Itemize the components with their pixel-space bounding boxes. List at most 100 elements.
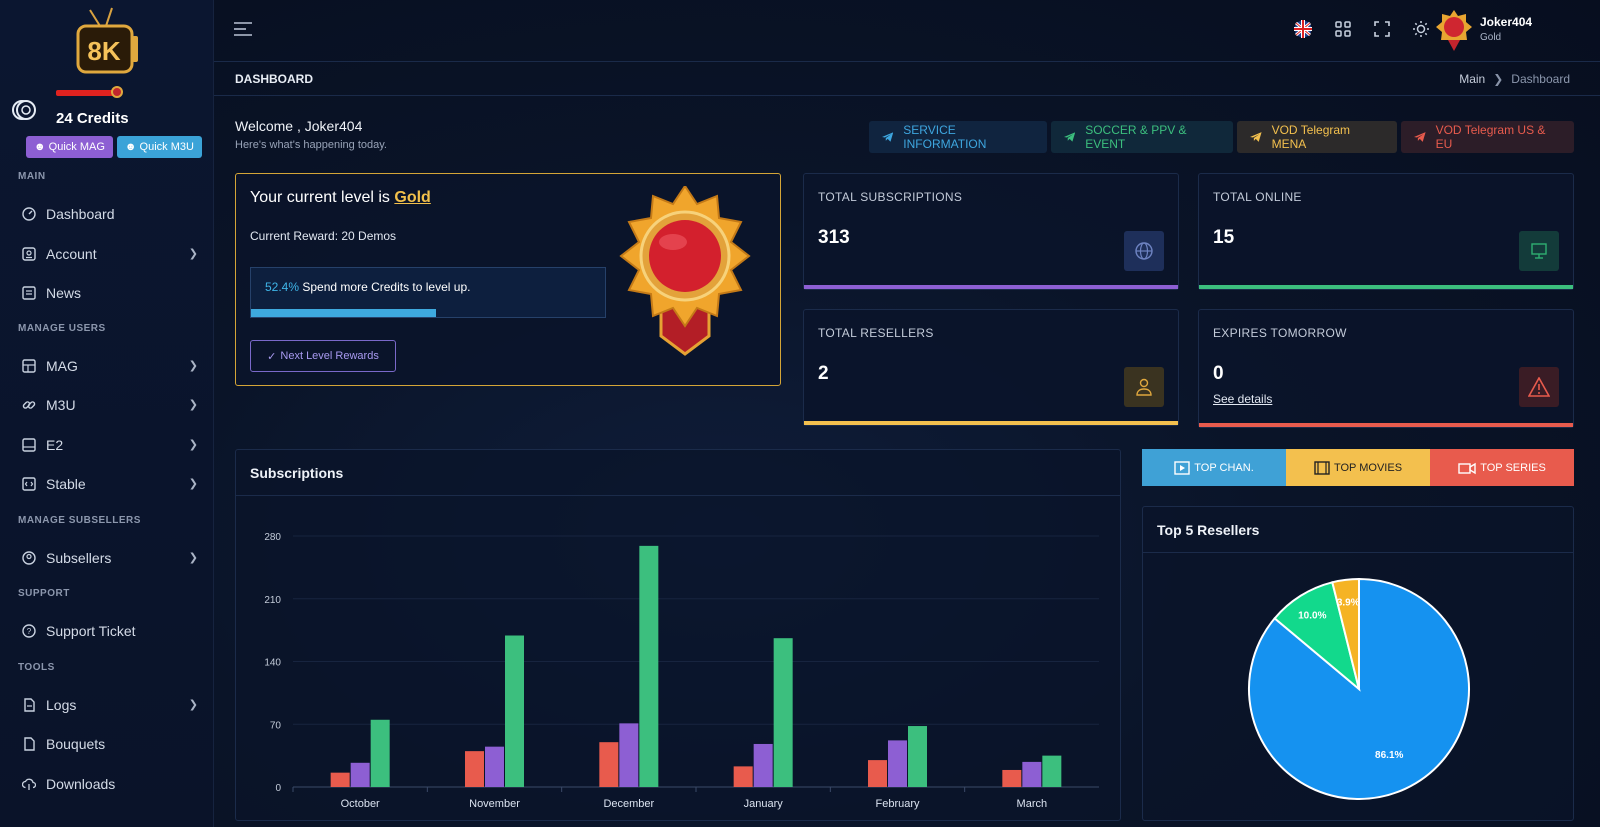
bar-new-february[interactable] (868, 760, 887, 787)
pie-label: 3.9% (1337, 598, 1360, 609)
sidebar-item-mag[interactable]: MAG ❯ (22, 355, 198, 377)
help-circle-icon: ? (22, 624, 36, 638)
sidebar-item-label: Dashboard (46, 206, 115, 222)
bar-new-december[interactable] (599, 742, 619, 787)
bar-demo-december[interactable] (639, 545, 659, 787)
bar-demo-february[interactable] (908, 726, 927, 787)
sidebar-item-downloads[interactable]: Downloads (22, 773, 198, 795)
sidebar-item-label: M3U (46, 397, 76, 413)
sidebar-item-dashboard[interactable]: Dashboard (22, 203, 198, 225)
fullscreen-icon[interactable] (1373, 20, 1391, 43)
divider (236, 495, 1120, 496)
bar-demo-november[interactable] (505, 635, 524, 787)
x-tick-label: February (875, 798, 920, 810)
flag-uk-icon[interactable] (1294, 20, 1312, 43)
bar-renew-february[interactable] (888, 740, 907, 787)
section-manage-users: MANAGE USERS (18, 323, 106, 334)
sidebar-item-label: Bouquets (46, 736, 106, 752)
chevron-right-icon: ❯ (1493, 72, 1504, 86)
quick-m3u-button[interactable]: ☻ Quick M3U (116, 136, 202, 158)
level-name[interactable]: Gold (394, 189, 431, 206)
bar-new-november[interactable] (465, 751, 484, 787)
bar-demo-march[interactable] (1042, 755, 1062, 787)
badge-icon (111, 86, 123, 98)
quick-mag-button[interactable]: ☻ Quick MAG (26, 136, 113, 158)
level-progress: 52.4% Spend more Credits to level up. (250, 267, 606, 318)
tab-top-series[interactable]: TOP SERIES (1430, 449, 1574, 486)
vod-telegram-mena-button[interactable]: VOD Telegram MENA (1237, 121, 1397, 153)
stat-expires-tomorrow: EXPIRES TOMORROW 0 See details (1198, 309, 1574, 428)
newspaper-icon (22, 286, 36, 300)
bar-renew-january[interactable] (753, 743, 773, 787)
sidebar-item-stable[interactable]: Stable ❯ (22, 473, 198, 495)
gold-medal-icon (617, 184, 753, 356)
breadcrumb-current: Dashboard (1511, 72, 1570, 86)
stat-value: 2 (818, 363, 829, 384)
panel-title: Subscriptions (250, 465, 344, 481)
bar-new-march[interactable] (1002, 769, 1022, 787)
bar-renew-december[interactable] (619, 723, 639, 787)
progress-text: 52.4% Spend more Credits to level up. (265, 280, 470, 294)
bar-renew-march[interactable] (1022, 761, 1042, 787)
chevron-right-icon: ❯ (188, 552, 198, 564)
theme-sun-icon[interactable] (1412, 20, 1430, 43)
pie-slice[interactable] (1331, 577, 1360, 690)
stat-total-online: TOTAL ONLINE 15 (1198, 173, 1574, 290)
brand-logo[interactable]: 8K (70, 6, 148, 84)
stat-value: 313 (818, 227, 850, 248)
sidebar-item-m3u[interactable]: M3U ❯ (22, 394, 198, 416)
breadcrumb-main[interactable]: Main (1459, 72, 1486, 86)
file-text-icon (22, 698, 36, 712)
vod-telegram-us-eu-button[interactable]: VOD Telegram US & EU (1401, 121, 1574, 153)
menu-toggle-icon[interactable] (234, 22, 252, 41)
top-resellers-panel: Top 5 Resellers 86.1% 10.0% 3.9% (1142, 506, 1574, 821)
sidebar-item-label: News (46, 285, 82, 301)
bar-new-october[interactable] (330, 772, 350, 787)
user-name: Joker404 (1480, 15, 1533, 29)
progress-bar (251, 309, 437, 317)
stat-label: EXPIRES TOMORROW (1213, 326, 1347, 340)
device-icon (22, 438, 36, 452)
stat-value: 15 (1213, 227, 1235, 248)
sidebar-item-subsellers[interactable]: Subsellers ❯ (22, 547, 198, 569)
button-label: Next Level Rewards (280, 350, 379, 362)
video-camera-icon (1458, 462, 1476, 474)
telegram-icon (1414, 132, 1426, 142)
next-level-rewards-button[interactable]: ✓ Next Level Rewards (250, 340, 396, 372)
sidebar-item-logs[interactable]: Logs ❯ (22, 694, 198, 716)
user-menu[interactable]: Joker404 Gold (1436, 10, 1586, 52)
id-card-icon (22, 247, 36, 261)
sidebar-item-label: MAG (46, 358, 78, 374)
y-tick-label: 280 (264, 532, 281, 543)
sidebar-item-label: Logs (46, 697, 77, 713)
sidebar-item-news[interactable]: News (22, 282, 198, 304)
chevron-right-icon: ❯ (188, 360, 198, 372)
service-information-button[interactable]: SERVICE INFORMATION (869, 121, 1047, 153)
stat-accent-bar (804, 285, 1178, 289)
y-tick-label: 70 (270, 720, 282, 731)
bar-renew-november[interactable] (485, 746, 504, 787)
top-content-tabs: TOP CHAN. TOP MOVIES TOP SERIES (1142, 449, 1574, 486)
sidebar-item-e2[interactable]: E2 ❯ (22, 434, 198, 456)
user-tie-icon (1124, 367, 1164, 407)
svg-text:?: ? (27, 627, 32, 636)
tab-label: TOP SERIES (1480, 461, 1546, 474)
sidebar-item-label: Downloads (46, 776, 116, 792)
bar-demo-october[interactable] (370, 719, 390, 787)
sidebar-item-support-ticket[interactable]: ? Support Ticket (22, 620, 198, 642)
see-details-link[interactable]: See details (1213, 392, 1273, 406)
sidebar-item-bouquets[interactable]: Bouquets (22, 733, 198, 755)
top-bar: Joker404 Gold (214, 0, 1600, 62)
bar-new-january[interactable] (733, 766, 753, 787)
y-tick-label: 210 (264, 595, 281, 606)
tab-top-channels[interactable]: TOP CHAN. (1142, 449, 1286, 486)
soccer-ppv-event-button[interactable]: SOCCER & PPV & EVENT (1051, 121, 1233, 153)
tab-top-movies[interactable]: TOP MOVIES (1286, 449, 1430, 486)
apps-grid-icon[interactable] (1334, 20, 1352, 43)
chevron-right-icon: ❯ (188, 439, 198, 451)
user-circle-icon (22, 551, 36, 565)
film-icon (1314, 460, 1330, 475)
bar-renew-october[interactable] (350, 762, 370, 787)
sidebar-item-account[interactable]: Account ❯ (22, 243, 198, 265)
bar-demo-january[interactable] (773, 638, 793, 787)
